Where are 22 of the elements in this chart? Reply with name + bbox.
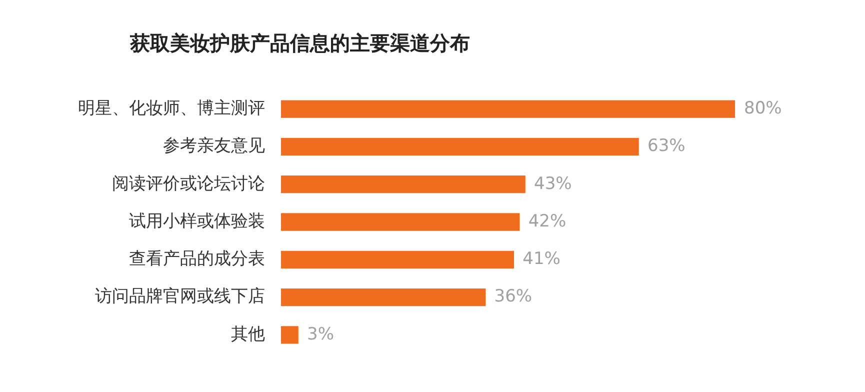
y-tick-label: 明星、化妆师、博主测评: [78, 98, 265, 118]
data-label: 63%: [648, 136, 686, 156]
data-label: 42%: [528, 211, 566, 232]
y-tick-label: 试用小样或体验装: [129, 211, 265, 232]
data-label: 3%: [307, 324, 334, 344]
bar: [281, 100, 735, 118]
bar: [281, 250, 514, 268]
y-tick-label: 访问品牌官网或线下店: [95, 286, 265, 307]
y-tick-label: 阅读评价或论坛讨论: [112, 174, 265, 194]
bar: [281, 326, 298, 344]
data-label: 36%: [494, 286, 532, 307]
chart-title: 获取美妆护肤产品信息的主要渠道分布: [130, 30, 470, 57]
y-tick-label: 参考亲友意见: [163, 136, 265, 156]
bar: [281, 176, 526, 194]
data-label: 41%: [522, 249, 560, 270]
y-tick-label: 其他: [231, 324, 265, 344]
bar: [281, 138, 639, 156]
data-label: 43%: [534, 174, 572, 194]
bar: [281, 213, 520, 231]
bar: [281, 288, 486, 306]
y-tick-label: 查看产品的成分表: [129, 249, 265, 270]
data-label: 80%: [744, 98, 782, 118]
